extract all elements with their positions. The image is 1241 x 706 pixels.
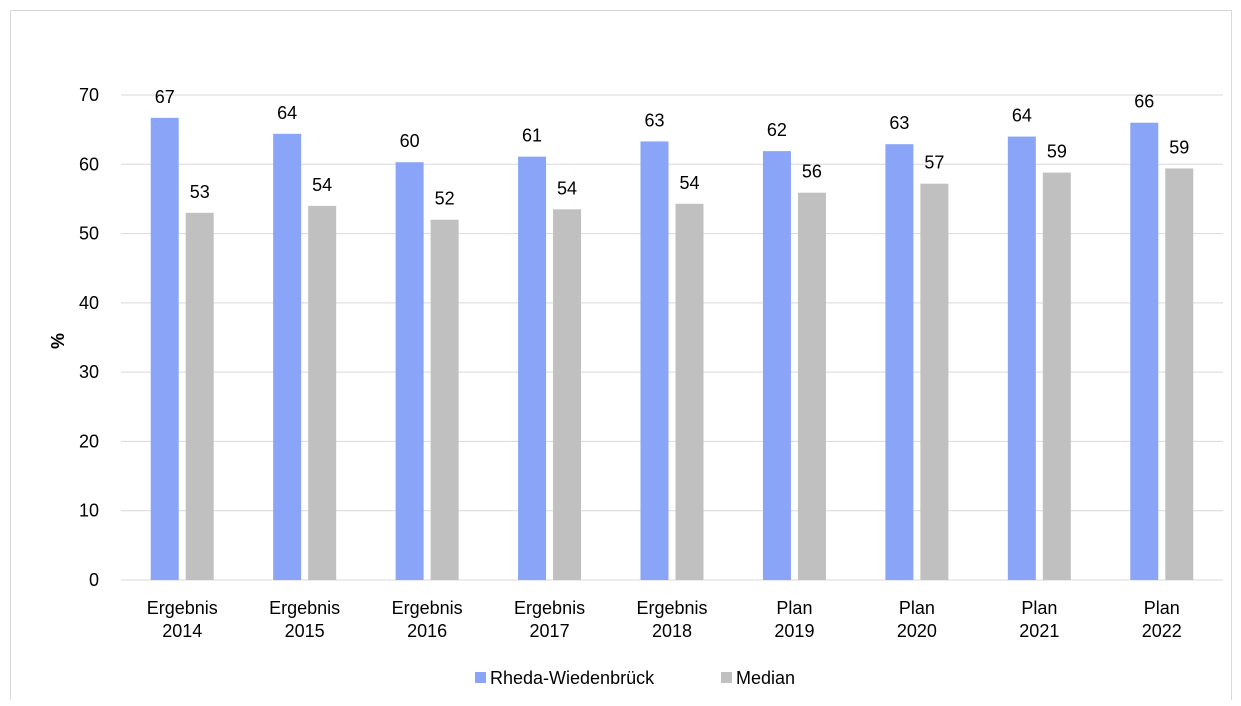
legend-swatch <box>475 672 486 683</box>
x-category-label: Plan <box>899 598 935 618</box>
y-tick-label: 70 <box>79 85 99 105</box>
bar-median <box>1042 172 1071 580</box>
bar-chart: % 0 10 20 30 40 50 60 70 67 53 64 54 60 52 61 54 63 54 62… <box>48 85 1223 688</box>
data-label: 52 <box>435 189 455 209</box>
x-category-label: 2021 <box>1019 621 1059 641</box>
x-category-label: Plan <box>776 598 812 618</box>
y-tick-label: 60 <box>79 154 99 174</box>
bar-median <box>675 203 704 580</box>
bar-rheda-wiedenbrueck <box>150 117 179 580</box>
data-label: 61 <box>522 126 542 146</box>
bar-median <box>553 209 582 581</box>
y-tick-label: 30 <box>79 362 99 382</box>
x-category-label: 2019 <box>774 621 814 641</box>
x-category-label: 2014 <box>162 621 202 641</box>
data-label: 63 <box>889 113 909 133</box>
legend: Rheda-Wiedenbrück Median <box>475 668 795 688</box>
y-axis-label: % <box>48 333 68 349</box>
legend-label: Rheda-Wiedenbrück <box>490 668 655 688</box>
y-axis-ticks: 0 10 20 30 40 50 60 70 <box>79 85 99 590</box>
y-tick-label: 0 <box>89 570 99 590</box>
bar-median <box>1165 168 1194 580</box>
bar-rheda-wiedenbrueck <box>1130 122 1159 580</box>
data-label: 53 <box>190 182 210 202</box>
bar-median <box>308 205 337 580</box>
x-category-label: Ergebnis <box>514 598 585 618</box>
data-label: 59 <box>1169 137 1189 157</box>
bars <box>150 117 1194 581</box>
data-label: 56 <box>802 162 822 182</box>
bar-median <box>920 183 949 580</box>
data-label: 54 <box>312 175 332 195</box>
bar-median <box>797 192 826 580</box>
bar-rheda-wiedenbrueck <box>1007 136 1036 581</box>
x-category-label: Plan <box>1144 598 1180 618</box>
y-tick-label: 10 <box>79 501 99 521</box>
data-labels: 67 53 64 54 60 52 61 54 63 54 62 56 63 57 64 59 66 59 <box>155 87 1190 209</box>
x-category-label: 2020 <box>897 621 937 641</box>
x-category-label: Plan <box>1021 598 1057 618</box>
x-category-label: Ergebnis <box>636 598 707 618</box>
x-category-label: Ergebnis <box>269 598 340 618</box>
bar-rheda-wiedenbrueck <box>518 156 547 580</box>
bar-median <box>185 212 214 581</box>
bar-rheda-wiedenbrueck <box>273 133 302 581</box>
bar-rheda-wiedenbrueck <box>885 144 914 580</box>
x-axis-categories: Ergebnis 2014 Ergebnis 2015 Ergebnis 2016 Erge… <box>147 598 1182 641</box>
data-label: 64 <box>1012 106 1032 126</box>
legend-swatch <box>721 672 732 683</box>
data-label: 62 <box>767 120 787 140</box>
data-label: 66 <box>1134 92 1154 112</box>
data-label: 59 <box>1047 142 1067 162</box>
x-category-label: 2022 <box>1142 621 1182 641</box>
x-category-label: 2018 <box>652 621 692 641</box>
x-category-label: Ergebnis <box>392 598 463 618</box>
data-label: 64 <box>277 103 297 123</box>
bar-rheda-wiedenbrueck <box>640 141 669 580</box>
y-tick-label: 40 <box>79 293 99 313</box>
bar-rheda-wiedenbrueck <box>395 162 424 580</box>
bar-rheda-wiedenbrueck <box>762 151 791 580</box>
data-label: 54 <box>557 178 577 198</box>
data-label: 67 <box>155 87 175 107</box>
data-label: 57 <box>924 153 944 173</box>
data-label: 60 <box>400 131 420 151</box>
data-label: 63 <box>644 110 664 130</box>
x-category-label: Ergebnis <box>147 598 218 618</box>
chart-frame: % 0 10 20 30 40 50 60 70 67 53 64 54 60 52 61 54 63 54 62… <box>10 10 1232 700</box>
x-category-label: 2016 <box>407 621 447 641</box>
bar-median <box>430 219 459 580</box>
legend-label: Median <box>736 668 795 688</box>
y-tick-label: 50 <box>79 224 99 244</box>
x-category-label: 2015 <box>285 621 325 641</box>
data-label: 54 <box>679 173 699 193</box>
gridlines <box>121 94 1223 581</box>
x-category-label: 2017 <box>530 621 570 641</box>
y-tick-label: 20 <box>79 431 99 451</box>
